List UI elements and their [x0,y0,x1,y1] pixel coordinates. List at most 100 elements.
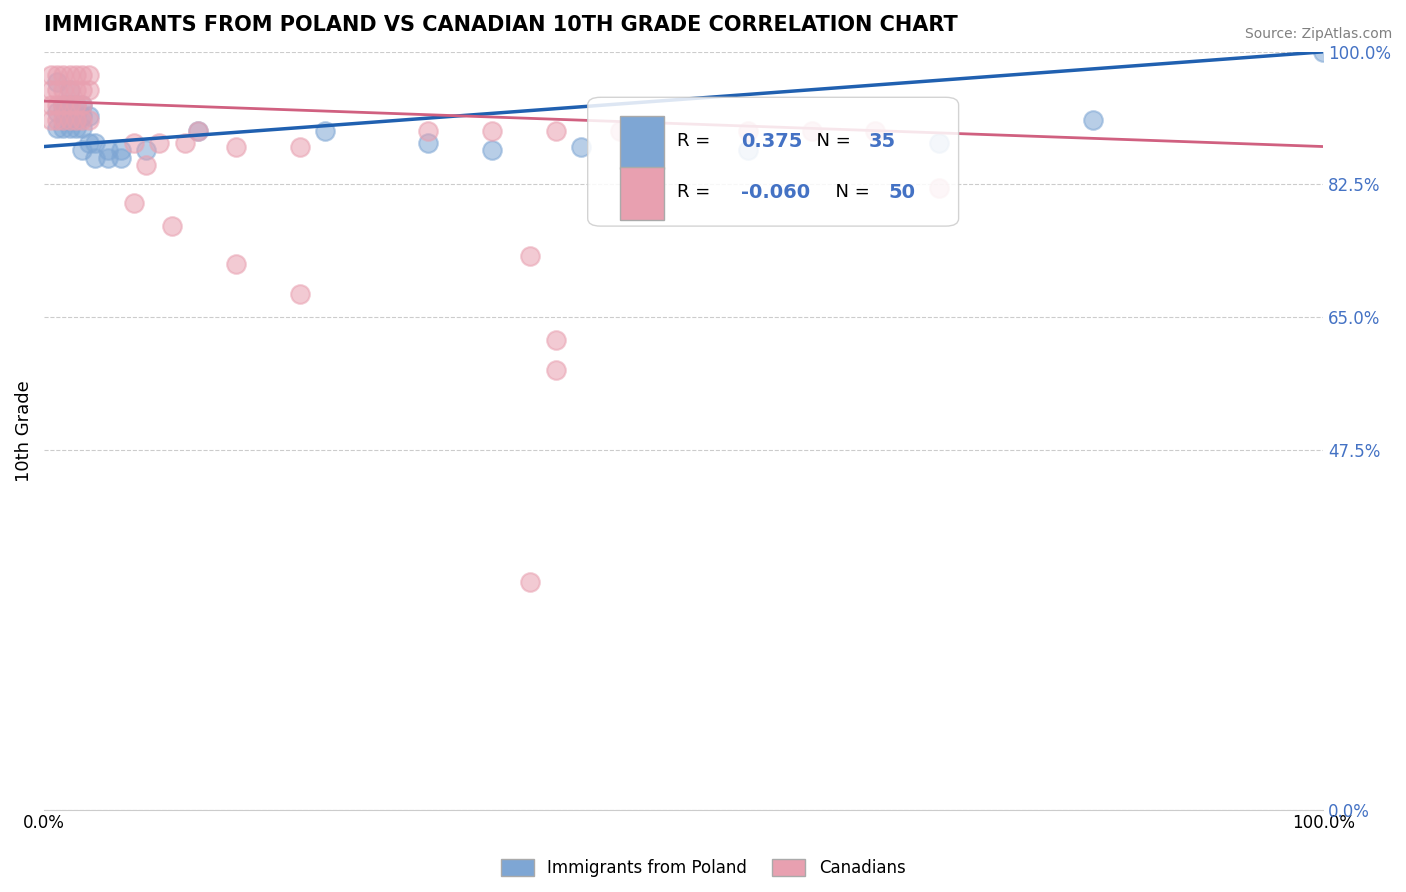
Text: N =: N = [824,184,876,202]
Point [800,124,823,138]
FancyBboxPatch shape [588,97,959,226]
Text: 50: 50 [889,183,915,202]
Point [187,124,209,138]
Point [77,136,100,150]
Point [77,113,100,128]
Point [59,98,82,112]
Point [65,98,87,112]
Point [160,219,183,233]
Point [609,124,631,138]
Point [544,124,567,138]
Point [59,83,82,97]
Point [1312,45,1334,59]
Point [122,196,145,211]
Point [72,109,94,123]
Point [110,144,132,158]
Point [481,124,503,138]
Point [288,139,311,153]
Bar [620,116,665,169]
Point [97,151,120,165]
Point [315,124,337,138]
Point [52,120,75,135]
Point [135,144,157,158]
Point [481,144,503,158]
Point [52,105,75,120]
Text: R =: R = [678,132,716,150]
Point [544,363,567,377]
Point [65,109,87,123]
Point [84,151,107,165]
Point [59,120,82,135]
Point [77,109,100,123]
Point [59,83,82,97]
Point [65,68,87,82]
Point [173,136,195,150]
Point [72,144,94,158]
Point [72,120,94,135]
Point [519,249,541,263]
Point [519,575,541,590]
Point [45,83,67,97]
Point [39,113,62,128]
Text: N =: N = [806,132,856,150]
Text: Source: ZipAtlas.com: Source: ZipAtlas.com [1244,27,1392,41]
Point [45,68,67,82]
Text: 0.375: 0.375 [741,132,803,151]
Text: IMMIGRANTS FROM POLAND VS CANADIAN 10TH GRADE CORRELATION CHART: IMMIGRANTS FROM POLAND VS CANADIAN 10TH … [44,15,957,35]
Point [110,151,132,165]
Point [72,68,94,82]
Point [72,98,94,112]
Point [187,124,209,138]
Point [39,68,62,82]
Point [77,68,100,82]
Text: 35: 35 [869,132,896,151]
Point [59,113,82,128]
Point [288,287,311,301]
Text: -0.060: -0.060 [741,183,810,202]
Point [77,83,100,97]
Point [84,136,107,150]
Point [225,257,247,271]
Point [122,136,145,150]
Point [52,83,75,97]
Point [72,113,94,128]
Point [416,136,439,150]
Point [59,98,82,112]
Point [97,144,120,158]
Point [45,105,67,120]
Point [65,83,87,97]
Point [72,98,94,112]
Point [737,144,759,158]
Point [65,113,87,128]
Point [569,139,592,153]
Point [45,120,67,135]
Point [65,98,87,112]
Point [72,83,94,97]
Point [737,124,759,138]
Point [52,98,75,112]
Text: R =: R = [678,184,716,202]
Point [59,68,82,82]
Point [52,68,75,82]
Bar [620,168,665,220]
Point [928,181,950,195]
Point [52,113,75,128]
Point [59,109,82,123]
Point [45,75,67,89]
Point [865,124,887,138]
Point [148,136,170,150]
Point [52,98,75,112]
Point [225,139,247,153]
Point [928,136,950,150]
Point [45,113,67,128]
Point [65,120,87,135]
Legend: Immigrants from Poland, Canadians: Immigrants from Poland, Canadians [494,852,912,884]
Point [1081,113,1104,128]
Point [45,98,67,112]
Point [39,98,62,112]
Point [135,159,157,173]
Point [416,124,439,138]
Point [39,83,62,97]
Y-axis label: 10th Grade: 10th Grade [15,380,32,482]
Point [544,333,567,347]
